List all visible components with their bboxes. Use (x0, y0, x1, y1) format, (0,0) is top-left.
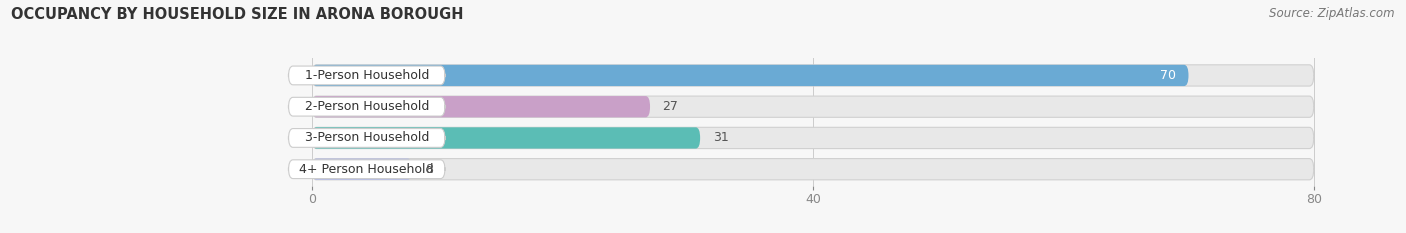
Text: 3-Person Household: 3-Person Household (305, 131, 429, 144)
FancyBboxPatch shape (312, 127, 1313, 149)
FancyBboxPatch shape (312, 159, 412, 180)
FancyBboxPatch shape (288, 129, 446, 147)
FancyBboxPatch shape (312, 96, 650, 117)
Text: OCCUPANCY BY HOUSEHOLD SIZE IN ARONA BOROUGH: OCCUPANCY BY HOUSEHOLD SIZE IN ARONA BOR… (11, 7, 464, 22)
FancyBboxPatch shape (288, 66, 446, 85)
FancyBboxPatch shape (312, 127, 700, 149)
FancyBboxPatch shape (312, 96, 1313, 117)
Text: 4+ Person Household: 4+ Person Household (299, 163, 434, 176)
Text: 31: 31 (713, 131, 728, 144)
Text: 1-Person Household: 1-Person Household (305, 69, 429, 82)
Text: 27: 27 (662, 100, 679, 113)
Text: Source: ZipAtlas.com: Source: ZipAtlas.com (1270, 7, 1395, 20)
Text: 70: 70 (1160, 69, 1175, 82)
Text: 2-Person Household: 2-Person Household (305, 100, 429, 113)
Text: 8: 8 (425, 163, 433, 176)
FancyBboxPatch shape (288, 97, 446, 116)
FancyBboxPatch shape (288, 160, 446, 178)
FancyBboxPatch shape (312, 159, 1313, 180)
FancyBboxPatch shape (312, 65, 1313, 86)
FancyBboxPatch shape (312, 65, 1188, 86)
